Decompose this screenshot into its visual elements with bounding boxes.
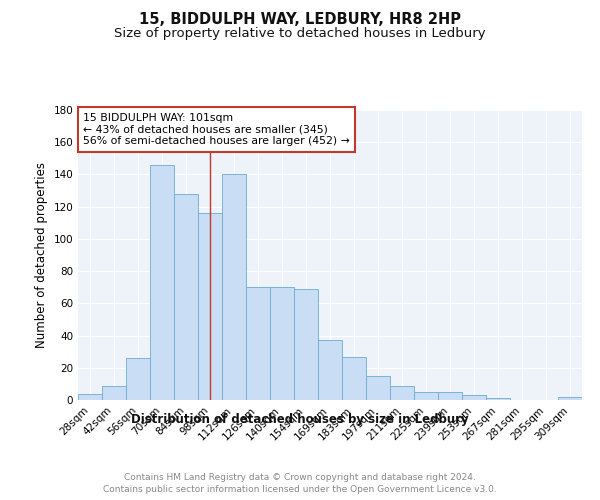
Bar: [198, 213, 222, 400]
Bar: [318, 340, 342, 400]
Text: 15 BIDDULPH WAY: 101sqm
← 43% of detached houses are smaller (345)
56% of semi-d: 15 BIDDULPH WAY: 101sqm ← 43% of detache…: [83, 113, 350, 146]
Bar: [438, 392, 462, 400]
Bar: [342, 356, 366, 400]
Bar: [174, 194, 198, 400]
Bar: [294, 289, 318, 400]
Text: Size of property relative to detached houses in Ledbury: Size of property relative to detached ho…: [114, 28, 486, 40]
Bar: [414, 392, 438, 400]
Bar: [102, 386, 126, 400]
Bar: [246, 287, 270, 400]
Text: 15, BIDDULPH WAY, LEDBURY, HR8 2HP: 15, BIDDULPH WAY, LEDBURY, HR8 2HP: [139, 12, 461, 28]
Text: Contains public sector information licensed under the Open Government Licence v3: Contains public sector information licen…: [103, 485, 497, 494]
Text: Contains HM Land Registry data © Crown copyright and database right 2024.: Contains HM Land Registry data © Crown c…: [124, 472, 476, 482]
Bar: [390, 386, 414, 400]
Bar: [366, 376, 390, 400]
Bar: [78, 394, 102, 400]
Bar: [126, 358, 150, 400]
Text: Distribution of detached houses by size in Ledbury: Distribution of detached houses by size …: [131, 412, 469, 426]
Bar: [270, 287, 294, 400]
Bar: [486, 398, 510, 400]
Bar: [222, 174, 246, 400]
Bar: [462, 395, 486, 400]
Bar: [558, 397, 582, 400]
Bar: [150, 165, 174, 400]
Y-axis label: Number of detached properties: Number of detached properties: [35, 162, 48, 348]
